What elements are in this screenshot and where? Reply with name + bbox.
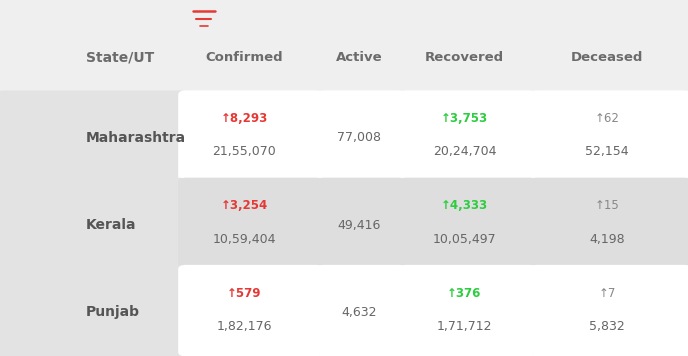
Text: Deceased: Deceased [570,51,643,64]
FancyBboxPatch shape [398,90,537,182]
Text: 77,008: 77,008 [337,131,381,145]
Text: 4,632: 4,632 [341,306,377,319]
Text: Confirmed: Confirmed [206,51,283,64]
Text: 49,416: 49,416 [337,219,381,232]
Text: 21,55,070: 21,55,070 [213,145,276,158]
Text: 5,832: 5,832 [589,320,625,333]
FancyBboxPatch shape [398,178,537,269]
Text: 1,71,712: 1,71,712 [437,320,492,333]
Text: ↑376: ↑376 [447,287,482,300]
Text: ↑3,254: ↑3,254 [221,199,268,213]
FancyBboxPatch shape [0,90,186,182]
Text: Kerala: Kerala [86,218,136,232]
Text: ↑15: ↑15 [594,199,619,213]
Text: ↑62: ↑62 [594,112,619,125]
Text: Maharashtra: Maharashtra [86,131,186,145]
FancyBboxPatch shape [316,178,407,269]
Text: 10,59,404: 10,59,404 [213,232,276,246]
FancyBboxPatch shape [398,265,537,356]
Text: Active: Active [336,51,383,64]
Text: ↑3,753: ↑3,753 [441,112,488,125]
FancyBboxPatch shape [529,90,688,182]
Text: 10,05,497: 10,05,497 [433,232,496,246]
FancyBboxPatch shape [0,265,186,356]
Text: Punjab: Punjab [86,305,140,319]
Text: 4,198: 4,198 [589,232,625,246]
FancyBboxPatch shape [178,265,324,356]
Text: 1,82,176: 1,82,176 [217,320,272,333]
Text: ↑4,333: ↑4,333 [441,199,488,213]
FancyBboxPatch shape [0,0,688,94]
FancyBboxPatch shape [178,90,324,182]
Text: 52,154: 52,154 [585,145,629,158]
FancyBboxPatch shape [316,90,407,182]
FancyBboxPatch shape [316,265,407,356]
Text: ↑8,293: ↑8,293 [221,112,268,125]
FancyBboxPatch shape [178,178,324,269]
Text: 20,24,704: 20,24,704 [433,145,496,158]
Text: Recovered: Recovered [424,51,504,64]
FancyBboxPatch shape [529,265,688,356]
FancyBboxPatch shape [529,178,688,269]
FancyBboxPatch shape [0,178,186,269]
Text: ↑7: ↑7 [598,287,616,300]
Text: ↑579: ↑579 [227,287,261,300]
Text: State/UT: State/UT [86,51,154,64]
